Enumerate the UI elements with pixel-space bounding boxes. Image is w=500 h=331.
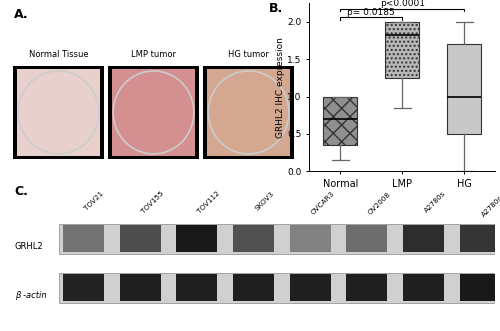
- Text: A2780s: A2780s: [424, 191, 447, 214]
- Bar: [176, 225, 217, 253]
- PathPatch shape: [447, 44, 481, 134]
- PathPatch shape: [323, 97, 358, 145]
- Bar: [120, 225, 160, 253]
- Bar: [112, 69, 195, 156]
- Text: SKOV3: SKOV3: [254, 191, 275, 212]
- Text: A.: A.: [14, 8, 28, 21]
- Bar: [120, 274, 160, 301]
- Bar: [403, 274, 444, 301]
- Text: p<0.0001: p<0.0001: [380, 0, 424, 8]
- Bar: [233, 225, 274, 253]
- Text: β -actin: β -actin: [15, 291, 46, 300]
- Text: B.: B.: [268, 2, 282, 15]
- Text: p= 0.0185: p= 0.0185: [348, 8, 395, 17]
- Bar: [207, 69, 290, 156]
- Bar: [108, 66, 198, 159]
- Text: TOV21: TOV21: [84, 191, 104, 212]
- Bar: [59, 273, 500, 303]
- Text: OV2008: OV2008: [367, 191, 392, 215]
- Bar: [63, 274, 104, 301]
- Bar: [204, 66, 294, 159]
- Text: HG tumor: HG tumor: [228, 50, 269, 59]
- Bar: [233, 274, 274, 301]
- Bar: [346, 274, 388, 301]
- Bar: [14, 66, 104, 159]
- PathPatch shape: [385, 22, 419, 78]
- Bar: [290, 274, 331, 301]
- Text: A2780cp: A2780cp: [480, 191, 500, 217]
- Y-axis label: GRHL2 IHC expression: GRHL2 IHC expression: [276, 37, 284, 138]
- Text: GRHL2: GRHL2: [15, 242, 44, 251]
- Bar: [346, 225, 388, 253]
- Bar: [17, 69, 100, 156]
- Bar: [290, 225, 331, 253]
- Bar: [403, 225, 444, 253]
- Bar: [63, 225, 104, 253]
- Bar: [176, 274, 217, 301]
- Bar: [460, 225, 500, 253]
- Text: OVCAR3: OVCAR3: [310, 191, 336, 216]
- Bar: [59, 224, 500, 254]
- Text: TOV155: TOV155: [140, 191, 164, 215]
- Text: TOV112: TOV112: [197, 191, 222, 215]
- Text: Normal Tissue: Normal Tissue: [28, 50, 88, 59]
- Text: C.: C.: [15, 185, 28, 198]
- Text: LMP tumor: LMP tumor: [131, 50, 176, 59]
- Bar: [460, 274, 500, 301]
